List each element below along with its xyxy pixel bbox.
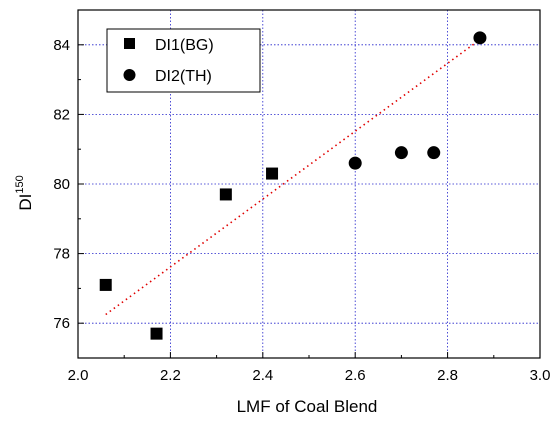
y-axis-title-superscript: 150 xyxy=(14,175,26,193)
legend: DI1(BG) DI2(TH) xyxy=(106,28,261,93)
x-tick-label: 2.8 xyxy=(437,367,458,384)
data-point-circle xyxy=(394,146,408,160)
axis-ticks-layer: 2.0 2.2 2.4 2.6 2.8 3.0 76 78 80 82 84 xyxy=(53,9,551,384)
legend-label-series-2: DI2(TH) xyxy=(155,68,212,85)
y-tick-label: 84 xyxy=(53,37,70,54)
y-axis-title: DI150 xyxy=(14,175,35,210)
y-axis-title-main: DI xyxy=(16,194,35,211)
data-point-square xyxy=(99,278,112,291)
legend-circle-marker xyxy=(123,69,136,81)
data-point-circle xyxy=(427,146,441,160)
data-point-circle xyxy=(348,156,362,170)
x-tick-label: 2.4 xyxy=(252,367,273,384)
data-point-square xyxy=(219,188,232,201)
y-tick-label: 76 xyxy=(53,315,70,332)
data-point-square xyxy=(150,327,163,340)
legend-label-series-1: DI1(BG) xyxy=(155,37,214,54)
legend-square-marker xyxy=(124,38,135,49)
x-tick-label: 2.6 xyxy=(345,367,366,384)
y-tick-label: 78 xyxy=(53,246,70,263)
x-tick-label: 2.0 xyxy=(68,367,89,384)
data-point-circle xyxy=(473,31,487,45)
x-tick-label: 2.2 xyxy=(160,367,181,384)
data-marks-layer xyxy=(99,31,487,340)
y-tick-label: 82 xyxy=(53,106,70,123)
x-axis-title: LMF of Coal Blend xyxy=(237,397,378,416)
x-tick-label: 3.0 xyxy=(530,367,551,384)
data-point-square xyxy=(266,167,279,180)
y-tick-label: 80 xyxy=(53,176,70,193)
